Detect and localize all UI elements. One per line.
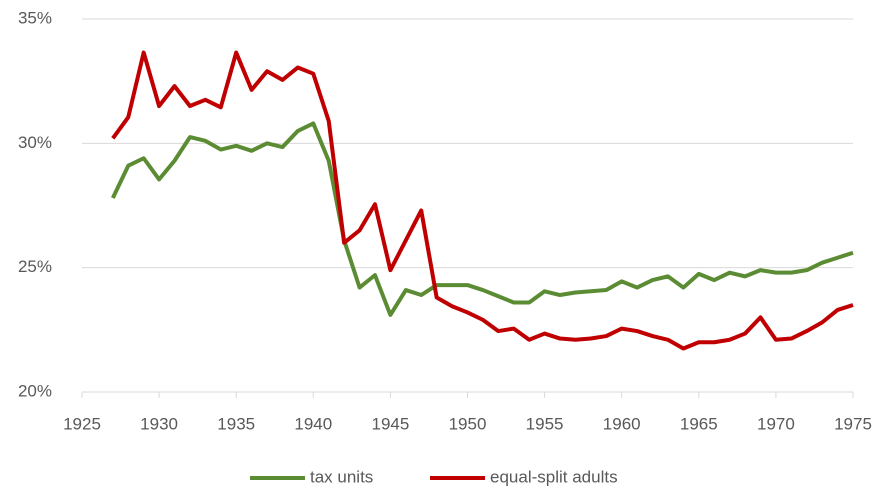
x-tick-label: 1945 — [371, 414, 409, 433]
legend-label: equal-split adults — [490, 467, 618, 486]
x-tick-label: 1965 — [680, 414, 718, 433]
x-tick-label: 1930 — [140, 414, 178, 433]
x-tick-label: 1970 — [757, 414, 795, 433]
y-tick-label: 20% — [18, 381, 52, 400]
x-tick-label: 1925 — [63, 414, 101, 433]
x-tick-label: 1960 — [603, 414, 641, 433]
y-tick-label: 30% — [18, 133, 52, 152]
x-tick-label: 1940 — [294, 414, 332, 433]
series-line — [111, 121, 854, 317]
y-tick-label: 35% — [18, 8, 52, 27]
series-line — [111, 50, 854, 351]
x-tick-label: 1955 — [526, 414, 564, 433]
x-tick-label: 1950 — [449, 414, 487, 433]
legend-label: tax units — [310, 467, 373, 486]
y-tick-label: 25% — [18, 257, 52, 276]
x-tick-label: 1935 — [217, 414, 255, 433]
x-tick-label: 1975 — [834, 414, 872, 433]
